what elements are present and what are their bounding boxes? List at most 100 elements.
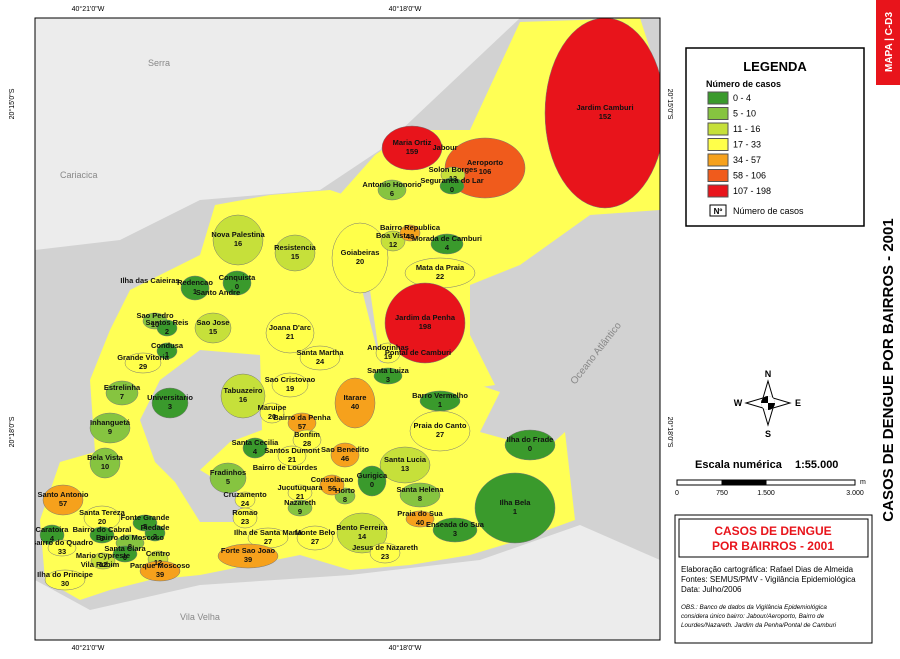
neighborhood-cases: 39: [244, 555, 252, 564]
neighborhood-area: [377, 179, 407, 201]
neighborhood-area: [271, 372, 309, 398]
neighborhood-area: [212, 214, 264, 266]
neighborhood-cases: 19: [286, 384, 294, 393]
neighborhood-area: [265, 312, 315, 354]
legend-swatch: [707, 122, 729, 136]
neighborhood-name: Horto: [335, 486, 355, 495]
neighborhood-cases: 1: [193, 287, 197, 296]
neighborhood-cases: 4: [253, 447, 258, 456]
neighborhood-cases: 4: [50, 534, 55, 543]
land-south: [35, 525, 660, 640]
neighborhood-name: Santa Tereza: [79, 508, 126, 517]
credit: Data: Julho/2006: [681, 585, 742, 594]
neighborhood-cases: 2: [165, 327, 169, 336]
neighborhood-cases: 46: [341, 454, 349, 463]
neighborhood-cases: 22: [436, 272, 444, 281]
neighborhood-area: [259, 402, 285, 424]
neighborhood-cases: 21: [296, 492, 304, 501]
neighborhood-name: Fradinhos: [210, 468, 246, 477]
neighborhood-name: Cruzamento: [223, 490, 267, 499]
neighborhood-name: Santos Dumont: [264, 446, 320, 455]
neighborhood-cases: 27: [264, 537, 272, 546]
neighborhood-area: [504, 429, 556, 461]
compass-e: E: [795, 398, 801, 408]
neighborhood-name: Redencao: [177, 278, 213, 287]
neighborhood-area: [375, 342, 401, 364]
neighborhood-name: Santo Andre: [196, 288, 240, 297]
neighborhood-area: [319, 474, 345, 496]
neighborhood-name: Bairro do Moscoso: [96, 533, 164, 542]
neighborhood-area: [357, 465, 387, 497]
legend-label: 17 - 33: [733, 140, 761, 150]
neighborhood-name: Enseada do Sua: [426, 520, 485, 529]
neighborhood-name: Solon Borges: [429, 165, 478, 174]
neighborhood-area: [232, 507, 258, 529]
neighborhood-name: Santa Clara: [104, 544, 146, 553]
neighborhood-cases: 48: [406, 232, 414, 241]
neighborhood-name: Condusa: [151, 341, 184, 350]
neighborhood-cases: 2: [153, 532, 157, 541]
neighborhood-cases: 1: [438, 400, 442, 409]
neighborhood-name: Sao Pedro: [136, 311, 174, 320]
neighborhood-area: [44, 569, 86, 591]
note: considera único bairro: Jabour/Aeroporto…: [681, 613, 825, 620]
scale-tick: 1.500: [757, 490, 775, 497]
neighborhood-name: Romao: [232, 508, 258, 517]
neighborhood-name: Santo Antonio: [38, 490, 89, 499]
neighborhood-name: Monte Belo: [295, 528, 336, 537]
legend-symbol: [709, 204, 727, 217]
neighborhood-cases: 152: [599, 112, 612, 121]
neighborhood-area: [384, 282, 466, 364]
legend-label: 107 - 198: [733, 186, 771, 196]
neighborhood-area: [220, 373, 266, 419]
neighborhood-cases: 9: [298, 507, 302, 516]
compass-w: W: [734, 398, 743, 408]
legend-swatch: [707, 169, 729, 182]
neighborhood-name: Maruipe: [258, 403, 287, 412]
neighborhood-name: Barro Vermelho: [412, 391, 468, 400]
legend-classes: 0 - 4 5 - 10 11 - 16 17 - 33 34 - 57 58 - 106…: [707, 91, 771, 198]
legend-swatch: [707, 138, 729, 151]
neighborhood-name: Bairro Republica: [380, 223, 441, 232]
neighborhood-name: Bairro de Lourdes: [253, 463, 318, 472]
neighborhood-area: [287, 499, 313, 517]
neighborhood-cases: 3: [453, 529, 457, 538]
neighborhood-area: [242, 437, 268, 459]
neighborhood-name: Andorinhas: [367, 343, 409, 352]
neighborhood-area: [132, 514, 158, 532]
neighborhood-name: Jesus de Nazareth: [352, 543, 418, 552]
neighborhood-cases: 0: [370, 480, 374, 489]
neighborhood-name: Ilha de Santa Maria: [234, 528, 303, 537]
neighborhood-area: [381, 125, 443, 171]
neighborhood-name: Santos Reis: [146, 318, 189, 327]
neighborhood-cases: 20: [268, 412, 276, 421]
neighborhood-name: Consolacao: [311, 475, 354, 484]
neighborhood-area: [89, 447, 121, 479]
coord: 20°15'0"S: [8, 88, 16, 119]
legend-label: 0 - 4: [733, 93, 751, 103]
neighborhood-cases: 29: [139, 362, 147, 371]
neighborhood-name: Gurigica: [357, 471, 388, 480]
neighborhood-name: Sao Cristovao: [265, 375, 316, 384]
neighborhood-cases: 14: [358, 532, 367, 541]
neighborhood-cases: 21: [288, 455, 296, 464]
legend-label: 11 - 16: [733, 124, 760, 134]
neighborhood-name: Santa Helena: [396, 485, 444, 494]
neighborhood-name: Itarare: [344, 393, 367, 402]
neighborhood-name: Maria Ortiz: [393, 138, 432, 147]
neighborhood-area: [409, 410, 471, 452]
neighborhood-cases: 10: [151, 320, 159, 329]
neighborhood-area: [331, 222, 389, 294]
legend-swatch: [707, 107, 729, 120]
credit: Elaboração cartográfica: Rafael Dias de …: [681, 565, 854, 574]
legend-label: 58 - 106: [733, 171, 766, 181]
neighborhood-area: [299, 345, 341, 371]
neighborhood-area: [217, 543, 279, 569]
neighborhood-name: Bento Ferreira: [336, 523, 388, 532]
neighborhood-cases: 8: [128, 542, 132, 551]
neighborhood-name: Praia do Sua: [397, 509, 443, 518]
map-frame: [34, 17, 661, 641]
neighborhood-name: Bairro da Penha: [273, 413, 331, 422]
neighborhood-cases: 15: [291, 252, 299, 261]
neighborhood-area: [432, 517, 478, 543]
